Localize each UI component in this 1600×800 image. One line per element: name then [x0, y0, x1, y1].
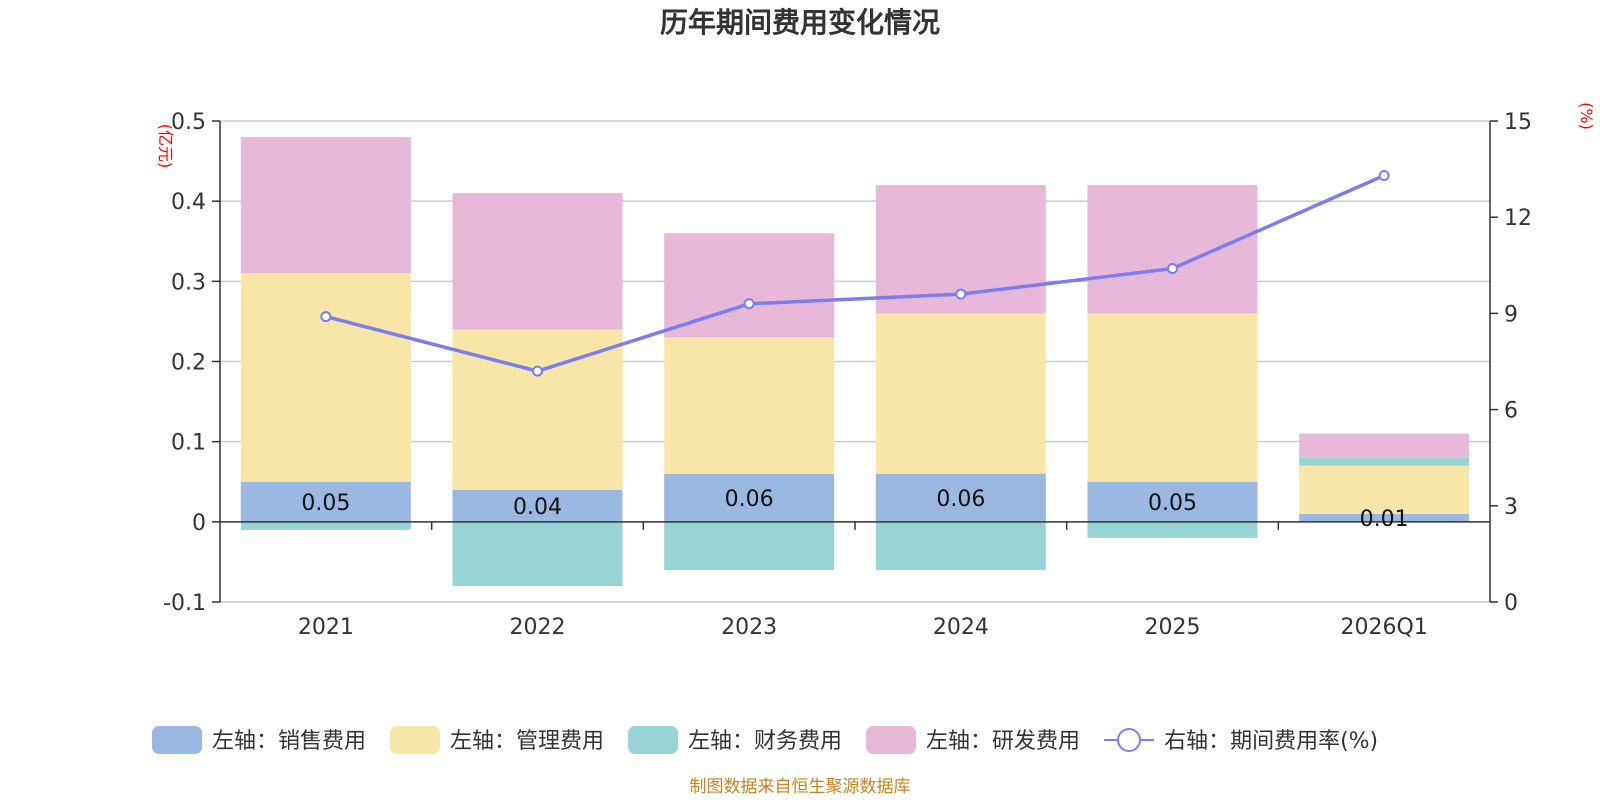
- left-tick-label: 0.5: [171, 110, 206, 135]
- bar-data-label: 0.04: [513, 495, 562, 520]
- right-tick-label: 15: [1504, 110, 1532, 135]
- bar-segment: [452, 193, 623, 330]
- left-tick-label: 0: [192, 511, 206, 536]
- bar-segment: [1299, 465, 1470, 514]
- left-tick-label: 0.2: [171, 351, 206, 376]
- bar-segment: [1087, 481, 1258, 522]
- gridlines: [220, 120, 1490, 603]
- category-label: 2025: [1145, 615, 1201, 640]
- bar-segment: [1299, 457, 1470, 466]
- legend-label: 左轴：销售费用: [212, 729, 366, 754]
- rate-point: [743, 298, 755, 310]
- bar-data-label: 0.05: [301, 491, 350, 516]
- bar-segment: [240, 521, 411, 530]
- rate-point: [532, 365, 543, 377]
- bar-data-label: 0.05: [1148, 491, 1197, 516]
- bar-segment: [240, 137, 411, 274]
- bar-segment: [1299, 433, 1470, 458]
- source-note: 制图数据来自恒生聚源数据库: [690, 777, 911, 797]
- bar-segment: [1087, 185, 1258, 314]
- left-tick-label: 0.1: [171, 431, 206, 456]
- legend: 左轴：销售费用 左轴：管理费用 左轴：财务费用 左轴：研发费用 右轴：期间费用率(%): [152, 726, 1378, 754]
- rate-point: [1378, 170, 1390, 182]
- rate-point: [955, 288, 967, 300]
- bar-data-label: 0.01: [1360, 507, 1409, 532]
- axes: -0.1 0 0.1 0.2 0.3 0.4 0.5 0 3 6 9 12 15 2021 2022 2023…: [163, 110, 1532, 640]
- right-tick-label: 0: [1504, 591, 1518, 616]
- bar-segment: [875, 313, 1046, 474]
- legend-marker: [1117, 728, 1142, 752]
- bar-segment: [240, 273, 411, 482]
- legend-label: 左轴：财务费用: [688, 729, 842, 754]
- bar-segment: [240, 481, 411, 522]
- bar-segment: [1299, 513, 1470, 522]
- category-label: 2022: [510, 615, 566, 640]
- bar-labels: 0.05 0.04 0.06 0.06 0.05 0.01: [301, 487, 1408, 532]
- right-tick-label: 3: [1504, 495, 1518, 520]
- right-tick-label: 6: [1504, 399, 1518, 424]
- left-tick-label: 0.4: [171, 190, 206, 215]
- legend-label: 左轴：管理费用: [450, 729, 604, 754]
- left-axis-unit: (亿元): [156, 124, 175, 169]
- bar-data-label: 0.06: [725, 487, 774, 512]
- legend-label: 左轴：研发费用: [926, 729, 1080, 754]
- legend-swatch: [628, 726, 679, 754]
- category-label: 2021: [298, 615, 354, 640]
- category-label: 2026Q1: [1341, 615, 1428, 640]
- rate-line: [325, 173, 1385, 373]
- category-label: 2024: [933, 615, 989, 640]
- bar-segment: [452, 489, 623, 522]
- bar-segment: [875, 473, 1046, 522]
- bar-segment: [1087, 521, 1258, 538]
- bar-segment: [452, 521, 623, 586]
- rate-point: [1167, 263, 1178, 275]
- bar-segment: [664, 473, 835, 522]
- left-tick-label: -0.1: [163, 591, 206, 616]
- legend-label: 右轴：期间费用率(%): [1164, 729, 1378, 754]
- bar-segment: [664, 521, 835, 570]
- bar-segment: [664, 337, 835, 474]
- right-tick-label: 9: [1504, 302, 1518, 327]
- legend-swatch: [152, 726, 202, 754]
- legend-swatch: [390, 726, 441, 754]
- chart-title: 历年期间费用变化情况: [660, 6, 940, 39]
- legend-swatch: [866, 726, 917, 754]
- left-tick-label: 0.3: [171, 270, 206, 295]
- bar-data-label: 0.06: [936, 487, 985, 512]
- rate-point: [320, 311, 332, 323]
- bar-segment: [875, 521, 1046, 570]
- rate-line-series: [320, 170, 1390, 377]
- category-label: 2023: [721, 615, 777, 640]
- right-tick-label: 12: [1504, 206, 1532, 231]
- bar-segment: [1087, 313, 1258, 482]
- right-axis-unit: (%): [1577, 102, 1596, 130]
